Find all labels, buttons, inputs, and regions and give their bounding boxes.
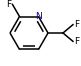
Text: F: F [6,0,12,9]
Text: F: F [74,37,79,46]
Text: F: F [74,20,79,29]
Text: N: N [35,12,42,21]
